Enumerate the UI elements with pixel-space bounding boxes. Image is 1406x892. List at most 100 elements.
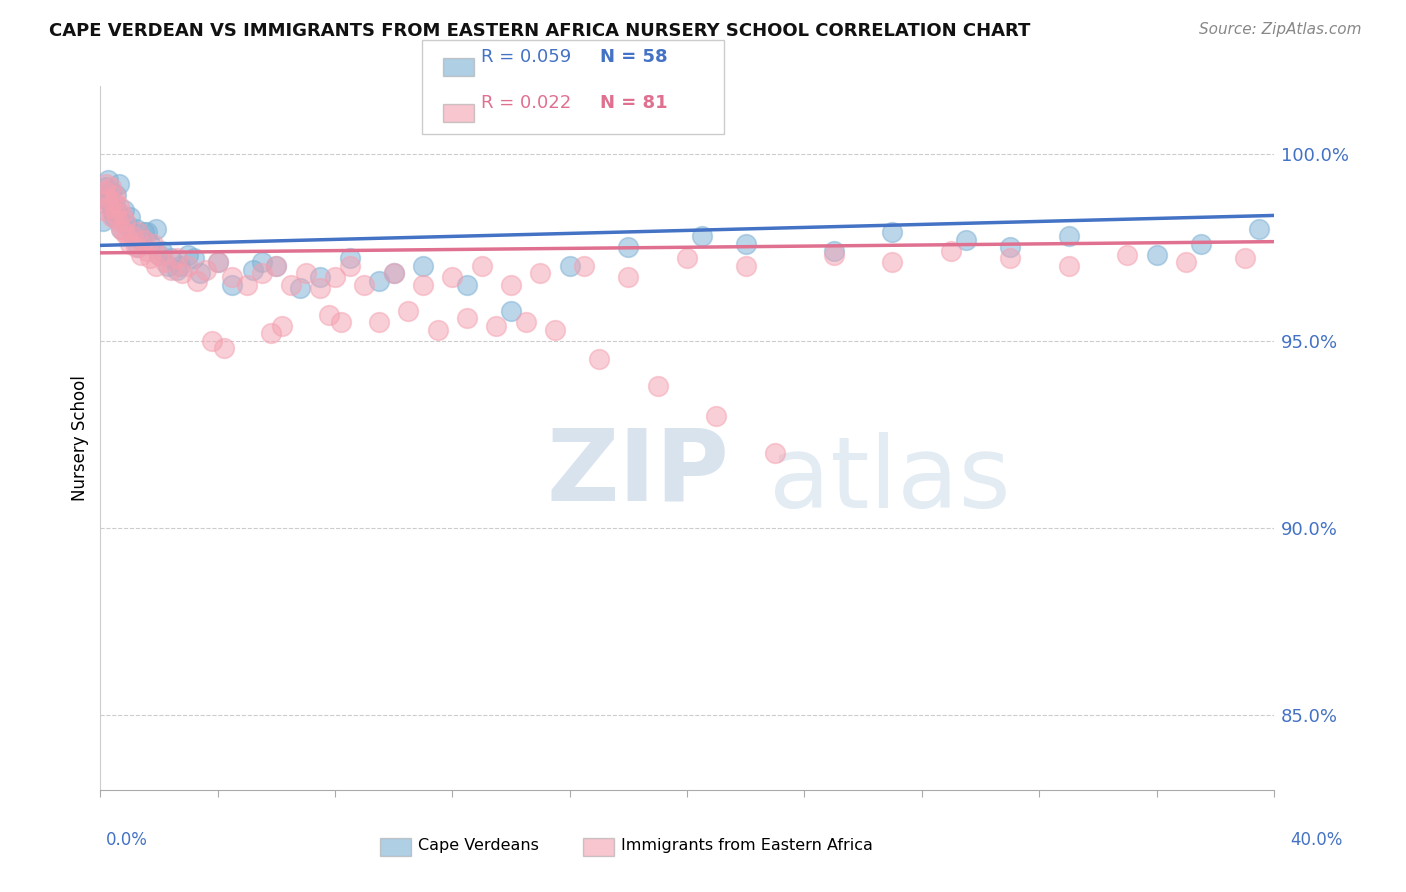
Point (734, 236, 756, 251)
Point (134, 225, 156, 239)
Point (108, 199, 131, 213)
Point (221, 270, 243, 285)
Point (105, 187, 128, 202)
Point (309, 270, 332, 285)
Point (1233, 252, 1256, 266)
Point (318, 308, 340, 322)
Point (139, 252, 162, 266)
Point (207, 255, 229, 269)
Point (186, 274, 208, 288)
Text: 0.0%: 0.0% (105, 831, 148, 849)
Point (588, 352, 610, 367)
Text: R = 0.022: R = 0.022 (481, 95, 571, 112)
Point (91, 214, 114, 228)
Point (939, 244, 962, 258)
Point (212, 341, 235, 355)
Point (201, 334, 224, 348)
Point (955, 233, 977, 247)
Point (329, 315, 352, 329)
Point (544, 322, 567, 336)
Point (98, 199, 121, 213)
Point (104, 199, 127, 213)
Point (159, 262, 181, 277)
Point (441, 270, 464, 285)
Text: N = 58: N = 58 (600, 48, 668, 66)
Point (118, 211, 141, 225)
Point (150, 244, 173, 258)
Point (266, 259, 288, 273)
Point (323, 270, 346, 285)
Point (280, 277, 302, 292)
Point (127, 240, 149, 254)
Point (94, 192, 117, 206)
Point (647, 378, 669, 392)
Point (159, 252, 181, 266)
Point (382, 267, 405, 281)
Point (177, 248, 200, 262)
Point (108, 177, 131, 191)
Point (485, 318, 508, 333)
Text: Source: ZipAtlas.com: Source: ZipAtlas.com (1198, 22, 1361, 37)
Point (104, 187, 127, 202)
Point (368, 315, 391, 329)
Point (617, 270, 640, 285)
Point (188, 267, 211, 281)
Point (471, 259, 494, 273)
Text: Cape Verdeans: Cape Verdeans (418, 838, 538, 853)
Point (153, 255, 176, 269)
Text: R = 0.059: R = 0.059 (481, 48, 571, 66)
Point (145, 221, 167, 235)
Point (266, 259, 288, 273)
Text: N = 81: N = 81 (600, 95, 668, 112)
Point (115, 218, 138, 232)
Point (97, 192, 120, 206)
Text: Immigrants from Eastern Africa: Immigrants from Eastern Africa (621, 838, 873, 853)
Text: 40.0%: 40.0% (1291, 831, 1343, 849)
Point (382, 267, 405, 281)
Text: atlas: atlas (769, 432, 1011, 529)
Point (110, 221, 132, 235)
Point (124, 240, 146, 254)
Point (339, 252, 361, 266)
Point (136, 225, 159, 239)
Point (148, 248, 170, 262)
Point (259, 326, 281, 341)
Point (882, 225, 904, 239)
Point (114, 214, 136, 228)
Point (112, 225, 135, 239)
Point (169, 259, 191, 273)
Point (998, 252, 1021, 266)
Point (1189, 236, 1212, 251)
Point (121, 229, 143, 244)
Point (501, 303, 523, 318)
Point (96, 180, 118, 194)
Point (166, 252, 188, 266)
Point (882, 255, 904, 269)
Point (156, 259, 179, 273)
Point (105, 206, 128, 220)
Point (142, 236, 165, 251)
Point (98, 195, 121, 210)
Point (112, 202, 135, 217)
Point (183, 252, 205, 266)
Point (145, 259, 167, 273)
Point (118, 236, 141, 251)
Point (110, 221, 132, 235)
Point (94, 184, 117, 198)
Point (339, 259, 361, 273)
Point (111, 206, 134, 220)
Point (166, 262, 188, 277)
Point (529, 267, 551, 281)
Point (1116, 248, 1139, 262)
Point (177, 259, 200, 273)
Point (676, 252, 699, 266)
Point (823, 244, 845, 258)
Point (271, 318, 294, 333)
Point (294, 267, 316, 281)
Point (250, 255, 273, 269)
Point (617, 240, 640, 254)
Point (1146, 248, 1168, 262)
Point (288, 281, 311, 295)
Point (107, 206, 129, 220)
Point (100, 180, 122, 194)
